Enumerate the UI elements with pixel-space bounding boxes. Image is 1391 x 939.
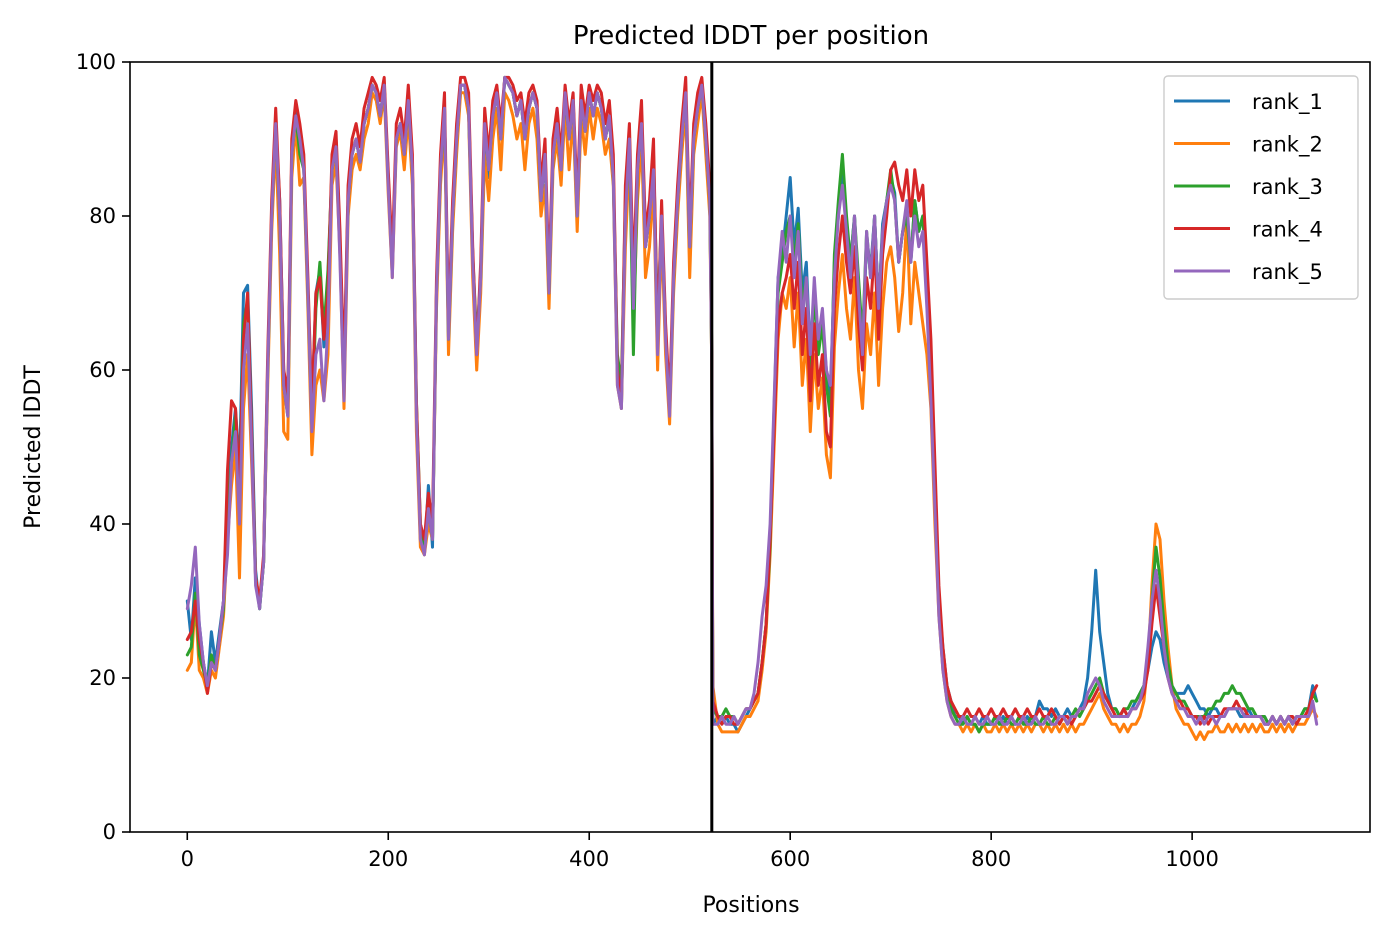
x-tick-label: 0	[181, 847, 194, 871]
x-tick-label: 600	[770, 847, 810, 871]
legend: rank_1 rank_2 rank_3 rank_4 rank_5	[1163, 75, 1359, 300]
series-line-rank_5	[185, 75, 1319, 726]
chart-title: Predicted lDDT per position	[573, 21, 929, 51]
x-axis-label: Positions	[702, 893, 799, 918]
legend-label-rank_1: rank_1	[1252, 90, 1323, 115]
y-tick-label: 40	[89, 512, 116, 536]
legend-label-rank_5: rank_5	[1252, 260, 1323, 285]
series-lines	[185, 75, 1319, 742]
y-axis-label: Predicted lDDT	[21, 365, 46, 529]
x-tick-label: 1000	[1165, 847, 1218, 871]
y-tick-label: 60	[89, 358, 116, 382]
x-tick-label: 400	[569, 847, 609, 871]
y-tick-label: 20	[89, 666, 116, 690]
x-tick-label: 800	[971, 847, 1011, 871]
y-tick-label: 100	[76, 50, 116, 74]
x-tick-label: 200	[368, 847, 408, 871]
legend-label-rank_3: rank_3	[1252, 175, 1323, 200]
y-tick-label: 0	[103, 820, 116, 844]
legend-box	[1163, 75, 1359, 300]
plot-area-frame	[129, 61, 1371, 833]
legend-label-rank_2: rank_2	[1252, 133, 1323, 158]
y-tick-label: 80	[89, 204, 116, 228]
x-axis: 0 200 400 600 800 1000	[181, 832, 1219, 871]
y-axis: 0 20 40 60 80 100	[76, 50, 130, 844]
legend-label-rank_4: rank_4	[1252, 218, 1323, 243]
